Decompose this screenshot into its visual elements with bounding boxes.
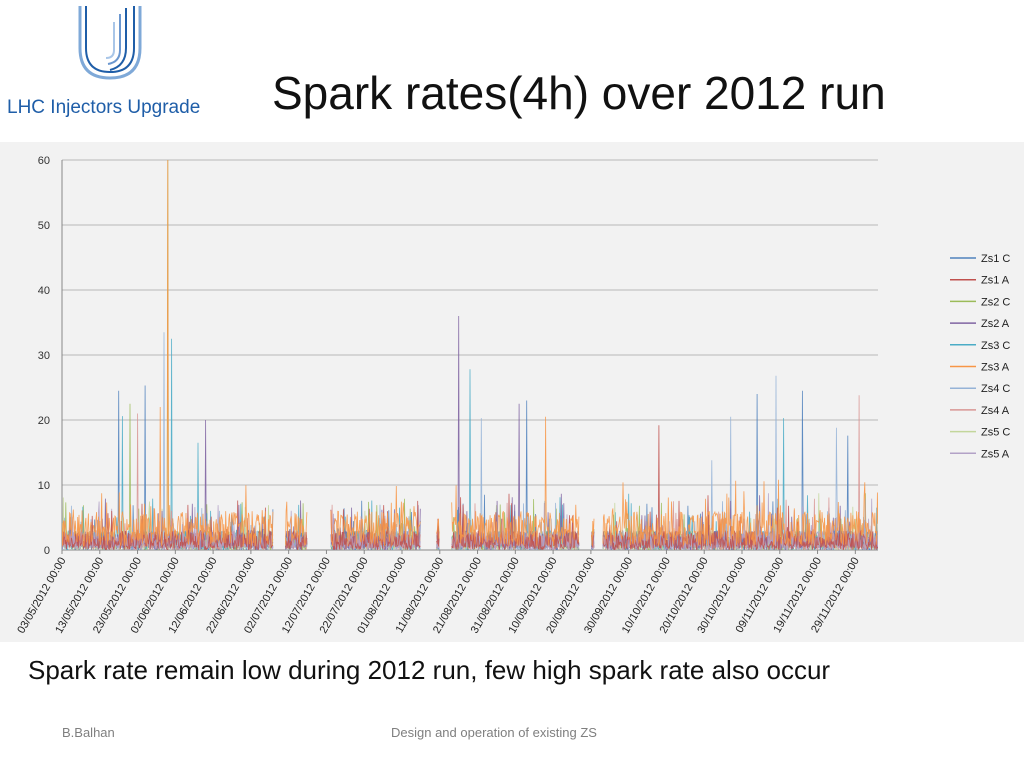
legend-label: Zs4 A xyxy=(981,405,1010,417)
y-tick-label: 10 xyxy=(38,480,50,492)
y-tick-label: 30 xyxy=(38,350,50,362)
legend-label: Zs2 A xyxy=(981,318,1010,330)
footer-author: B.Balhan xyxy=(62,725,115,740)
series-line xyxy=(62,425,878,550)
legend-label: Zs3 A xyxy=(981,362,1010,374)
chart-panel: 0 10 20 30 40 50 60 03/05/2012 00:00 13/05/2012 … xyxy=(0,142,1024,642)
y-tick-label: 50 xyxy=(38,220,50,232)
slide-subtitle: Spark rate remain low during 2012 run, f… xyxy=(28,655,831,685)
legend-label: Zs2 C xyxy=(981,296,1010,308)
legend-label: Zs3 C xyxy=(981,340,1010,352)
slide-title: Spark rates(4h) over 2012 run xyxy=(272,67,886,119)
logo-text: LHC Injectors Upgrade xyxy=(7,97,201,118)
legend-label: Zs1 A xyxy=(981,275,1010,287)
y-tick-label: 20 xyxy=(38,415,50,427)
legend-label: Zs5 A xyxy=(981,448,1010,460)
plot-lines xyxy=(62,160,878,550)
footer-topic: Design and operation of existing ZS xyxy=(391,725,597,740)
y-tick-label: 0 xyxy=(44,545,50,557)
y-tick-label: 40 xyxy=(38,285,50,297)
y-tick-label: 60 xyxy=(38,155,50,167)
legend-label: Zs5 C xyxy=(981,427,1010,439)
legend-label: Zs1 C xyxy=(981,253,1010,265)
series-line xyxy=(62,160,878,547)
lhc-u-logo-icon xyxy=(78,6,142,80)
legend-label: Zs4 C xyxy=(981,383,1010,395)
